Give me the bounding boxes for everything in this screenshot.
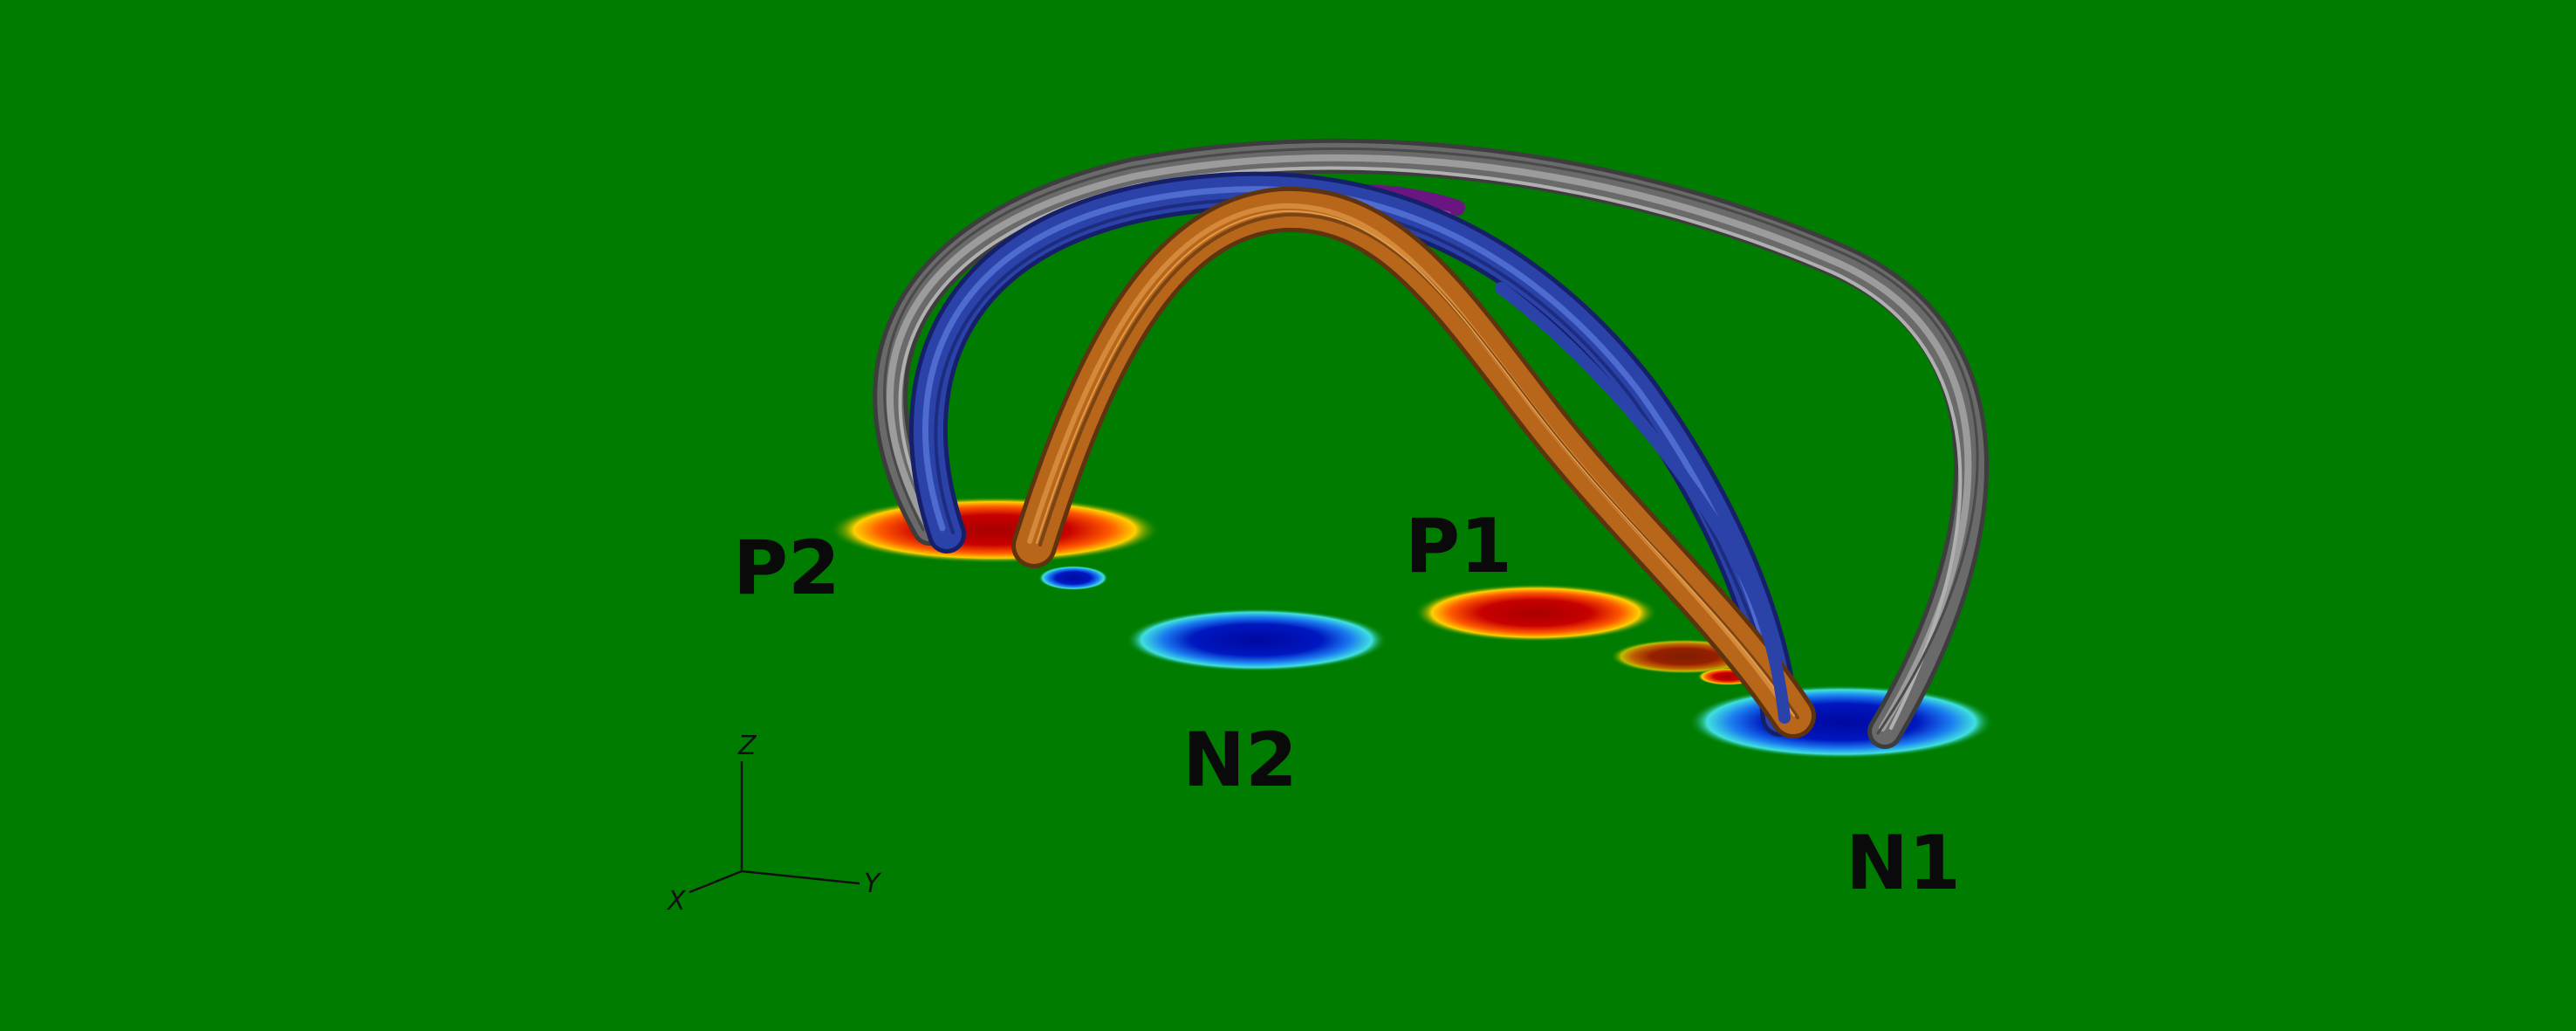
label-n2: N2 — [1182, 717, 1298, 804]
gray-loop-bundle — [873, 138, 1989, 749]
y-axis-line — [741, 869, 860, 885]
x-axis-line — [689, 869, 743, 894]
axis-triad: Z Y X — [666, 731, 882, 917]
n2-patch — [1126, 608, 1387, 671]
axis-label-z: Z — [737, 731, 757, 761]
p1-patch — [1414, 584, 1658, 642]
axis-label-x: X — [666, 886, 687, 917]
orange-loop-bundle — [1011, 186, 1816, 739]
n2-small-patch — [1038, 566, 1108, 590]
polarity-patches — [829, 497, 1994, 759]
n1-patch — [1689, 685, 1994, 759]
p2-patch — [829, 497, 1161, 563]
label-p2: P2 — [733, 525, 840, 612]
label-p1: P1 — [1405, 503, 1512, 590]
axis-label-y: Y — [864, 869, 882, 899]
label-n1: N1 — [1846, 820, 1961, 907]
blue-loop-front-strand — [1495, 282, 1791, 724]
